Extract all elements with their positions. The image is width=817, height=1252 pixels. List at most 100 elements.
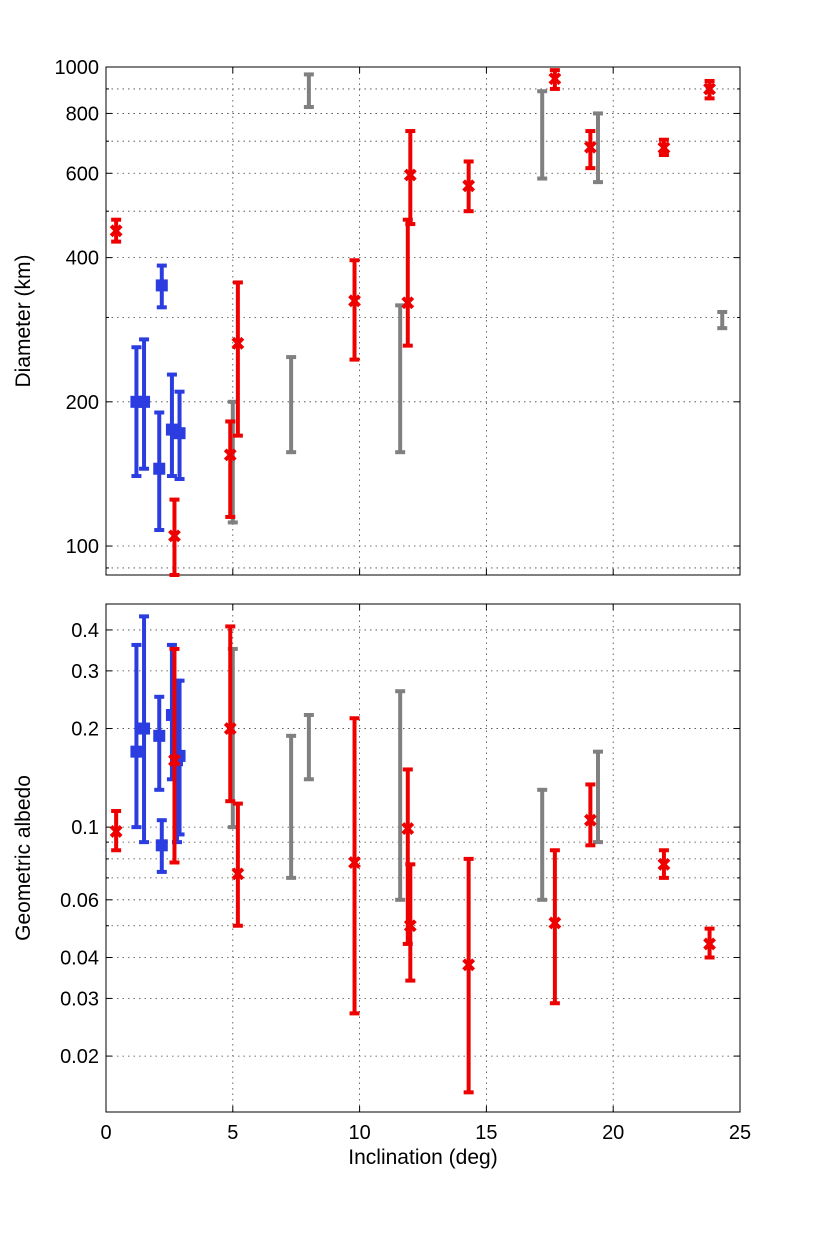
x-tick-label: 10 [348,1122,370,1144]
data-point [348,258,361,362]
tick-marks [105,604,741,1112]
plot-area [106,67,740,575]
y-axis-label: Diameter (km) [12,254,35,387]
x-marker [462,958,476,972]
data-point [155,818,168,874]
x-marker [403,168,417,182]
y-tick-label: 0.04 [60,947,99,969]
y-tick-label: 0.03 [60,988,99,1010]
x-tick-label: 5 [227,1122,238,1144]
data-point [138,337,151,471]
y-tick-label: 100 [66,536,99,558]
albedo-panel: 0.02 0.03 0.04 0.06 0.1 0.2 0.3 0.4 0 5 10 15 20 25 Ge… [12,603,751,1169]
y-axis-label: Geometric albedo [12,775,35,941]
x-marker [703,82,716,96]
data-point [401,767,415,946]
data-point [537,89,548,181]
x-marker [548,72,562,86]
x-marker [401,822,415,835]
square-marker [155,839,168,852]
x-marker [583,813,597,827]
series-1 [109,68,716,577]
data-point [703,926,716,960]
x-marker [403,919,417,933]
data-point [168,646,181,865]
data-point [109,217,123,244]
data-point [592,749,603,845]
data-point [231,280,245,438]
data-point [403,862,417,983]
y-tick-label: 0.2 [71,719,99,741]
y-tick-label: 0.02 [60,1046,99,1068]
x-marker [548,916,562,930]
tick-marks [105,66,741,575]
data-point [303,72,314,110]
x-tick-label: 15 [475,1122,497,1144]
x-tick-label: 25 [729,1122,751,1144]
plot-area [106,604,740,1112]
data-point [403,129,417,227]
x-marker [348,294,361,308]
square-marker [138,722,151,735]
data-point [717,309,728,331]
data-point [109,809,123,853]
x-axis-label: Inclination (deg) [348,1146,497,1169]
square-marker [138,395,151,408]
data-point [130,642,143,830]
data-point [548,68,562,91]
data-point [462,159,476,214]
x-marker [657,857,671,871]
y-tick-label: 0.1 [71,817,99,839]
data-point [537,787,548,902]
y-tick-label: 0.3 [71,661,99,683]
data-point [223,624,237,804]
data-point [395,689,406,902]
data-point [657,137,671,158]
data-point [462,856,476,1095]
data-point [168,497,181,577]
data-point [348,716,361,1016]
square-marker [130,745,143,758]
y-tick-label: 600 [66,163,99,185]
square-marker [153,462,166,475]
data-point [401,217,415,348]
x-tick-label: 20 [602,1122,624,1144]
x-marker [109,224,123,238]
square-marker [153,729,166,742]
data-point [155,263,168,310]
data-point [138,614,151,845]
data-point [703,78,716,101]
axes-frame [105,603,741,1113]
x-marker [223,448,237,462]
x-marker [231,336,245,350]
series-0 [130,263,186,533]
square-marker [173,427,186,440]
data-point [286,355,297,455]
y-tick-label: 1000 [55,57,100,79]
x-marker [462,179,476,193]
y-tick-label: 400 [66,248,99,270]
x-marker [109,825,123,838]
diameter-panel: 100 200 400 600 800 1000 Diameter (km) [12,57,741,577]
data-point [592,111,603,185]
x-marker [168,753,181,767]
data-point [583,129,597,171]
square-marker [155,279,168,292]
grid [106,67,740,575]
y-tick-label: 0.4 [71,620,99,642]
data-point [657,848,671,880]
data-point [548,848,562,1006]
x-tick-label: 0 [100,1122,111,1144]
x-marker [348,856,361,869]
x-marker [703,937,716,951]
y-tick-label: 200 [66,392,99,414]
y-tick-label: 0.06 [60,890,99,912]
data-point [286,733,297,880]
x-marker [401,296,415,310]
x-marker [223,722,237,735]
data-point [223,419,237,519]
data-point [303,712,314,782]
data-point [231,801,245,928]
axes-frame [105,66,741,576]
